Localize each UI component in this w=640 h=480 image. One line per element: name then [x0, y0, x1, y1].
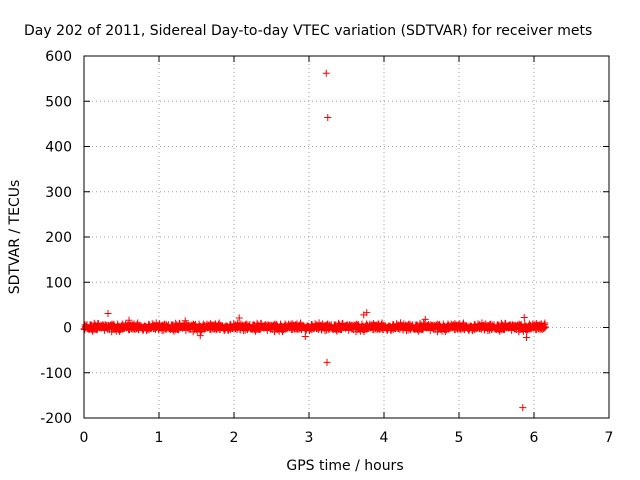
data-point: [541, 323, 549, 331]
x-axis-label: GPS time / hours: [286, 458, 403, 474]
outlier-point: [421, 315, 429, 323]
outlier-point: [301, 333, 309, 341]
outlier-point: [520, 314, 528, 322]
outlier-point: [322, 69, 330, 77]
y-tick-label: -100: [40, 366, 72, 382]
outlier-point: [235, 314, 243, 322]
x-tick-label: 0: [80, 430, 89, 446]
x-tick-label: 1: [155, 430, 164, 446]
y-tick-label: 200: [45, 230, 72, 246]
chart-title: Day 202 of 2011, Sidereal Day-to-day VTE…: [24, 23, 592, 39]
y-tick-label: 500: [45, 94, 72, 110]
y-tick-label: 300: [45, 185, 72, 201]
x-tick-label: 4: [380, 430, 389, 446]
y-tick-label: 0: [63, 321, 72, 337]
y-tick-label: 600: [45, 49, 72, 65]
x-tick-label: 3: [305, 430, 314, 446]
outlier-point: [360, 311, 368, 319]
outlier-point: [323, 358, 331, 366]
outlier-point: [519, 404, 527, 412]
y-tick-label: 400: [45, 140, 72, 156]
x-tick-label: 6: [530, 430, 539, 446]
plot-frame: [83, 55, 610, 419]
outlier-point: [104, 309, 112, 317]
y-tick-label: -200: [40, 411, 72, 427]
outlier-point: [125, 316, 133, 324]
x-tick-label: 5: [455, 430, 464, 446]
outlier-point: [523, 333, 530, 341]
x-tick-label: 7: [605, 430, 614, 446]
x-tick-label: 2: [230, 430, 239, 446]
tick-labels: 0 1 2 3 4 5 6 7 -200 -100 0 100 200 300 400 500 600: [40, 49, 613, 446]
outlier-point: [196, 332, 204, 340]
outlier-point: [324, 114, 332, 122]
outlier-point: [181, 317, 189, 325]
data-points: [80, 69, 549, 412]
y-axis-label: SDTVAR / TECUs: [7, 180, 23, 295]
y-tick-label: 100: [45, 275, 72, 291]
grid-lines: [84, 56, 609, 418]
